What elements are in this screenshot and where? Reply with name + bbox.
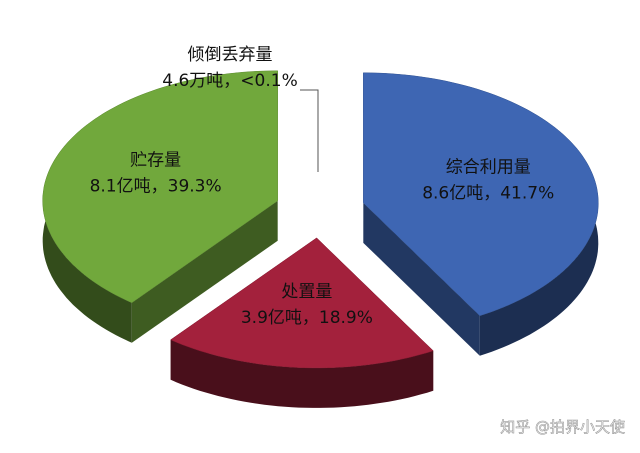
slice-label: 贮存量 (130, 150, 181, 170)
slice-value-label: 8.1亿吨，39.3% (90, 176, 222, 196)
slice-value-label: 8.6亿吨，41.7% (422, 183, 554, 203)
slice-label: 处置量 (281, 282, 332, 302)
slice-side (170, 339, 434, 408)
percent-label: 41.7% (500, 183, 554, 203)
slice (363, 72, 599, 316)
percent-label: <0.1% (240, 71, 297, 91)
percent-label: 18.9% (319, 308, 373, 328)
slice-value-label: 3.9亿吨，18.9% (241, 308, 373, 328)
amount-label: 3.9亿吨， (241, 308, 319, 328)
amount-label: 8.6亿吨， (422, 183, 500, 203)
leader-line (299, 89, 319, 172)
slice-wall (131, 200, 278, 343)
amount-label: 4.6万吨， (162, 71, 240, 91)
percent-label: 39.3% (168, 176, 222, 196)
slice (42, 70, 278, 303)
slice-value-label: 4.6万吨，<0.1% (162, 71, 297, 91)
slice-label: 倾倒丢弃量 (187, 45, 272, 65)
watermark: 知乎 @拍界小天使 (500, 418, 625, 436)
slice (170, 237, 434, 369)
amount-label: 8.1亿吨， (90, 176, 168, 196)
slice-wall (363, 202, 480, 356)
slice-label: 综合利用量 (446, 157, 531, 177)
